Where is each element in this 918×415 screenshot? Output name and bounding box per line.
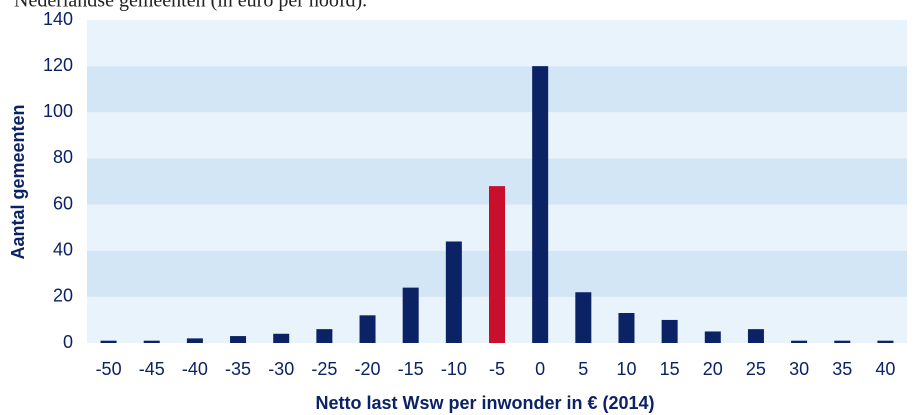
x-tick-label: -35	[225, 359, 251, 379]
bar	[402, 287, 419, 343]
y-tick-label: 80	[53, 147, 73, 167]
y-tick-label: 20	[53, 286, 73, 306]
bar	[704, 331, 721, 343]
chart-subtitle: Nederlandse gemeenten (in euro per hoofd…	[14, 0, 367, 12]
y-tick-label: 120	[43, 55, 73, 75]
x-tick-label: 20	[703, 359, 723, 379]
bar	[143, 340, 160, 343]
bar	[359, 315, 376, 343]
bar	[316, 329, 333, 343]
x-tick-label: -25	[311, 359, 337, 379]
x-tick-label: -5	[489, 359, 505, 379]
x-tick-label: 0	[535, 359, 545, 379]
bar	[532, 66, 549, 344]
x-tick-label: 25	[746, 359, 766, 379]
bar	[445, 241, 462, 343]
bar	[489, 186, 505, 343]
y-tick-label: 140	[43, 9, 73, 29]
x-tick-label: -50	[96, 359, 122, 379]
bar	[100, 340, 117, 343]
bar	[661, 319, 678, 343]
bar	[575, 292, 592, 343]
bar	[186, 338, 203, 343]
bar	[877, 340, 894, 343]
x-tick-label: -20	[355, 359, 381, 379]
y-tick-label: 40	[53, 239, 73, 259]
bar	[791, 340, 808, 343]
bar	[834, 340, 851, 343]
x-tick-label: 10	[616, 359, 636, 379]
y-tick-label: 60	[53, 193, 73, 213]
bar	[273, 333, 290, 343]
y-axis-label: Aantal gemeenten	[8, 104, 28, 259]
y-tick-label: 0	[63, 332, 73, 352]
x-tick-label: 5	[578, 359, 588, 379]
grid-band	[87, 20, 907, 67]
grid-band	[87, 66, 907, 113]
x-axis-label: Netto last Wsw per inwonder in € (2014)	[315, 393, 654, 413]
bar	[230, 336, 247, 343]
x-tick-label: 35	[832, 359, 852, 379]
y-tick-label: 100	[43, 101, 73, 121]
x-tick-label: -15	[398, 359, 424, 379]
x-tick-label: -10	[441, 359, 467, 379]
x-tick-label: -40	[182, 359, 208, 379]
x-tick-label: 40	[875, 359, 895, 379]
x-tick-label: 30	[789, 359, 809, 379]
bar	[747, 329, 764, 343]
x-tick-label: -45	[139, 359, 165, 379]
bar	[618, 313, 635, 343]
x-tick-label: -30	[268, 359, 294, 379]
x-tick-label: 15	[660, 359, 680, 379]
grid-band	[87, 112, 907, 159]
